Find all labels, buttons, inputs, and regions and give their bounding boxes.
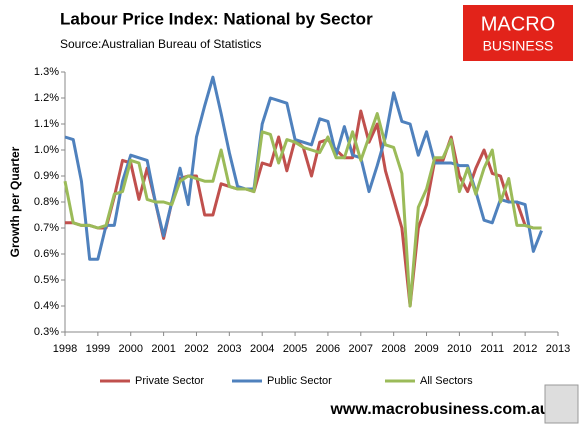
x-tick-label: 2006 <box>316 343 340 355</box>
x-tick-label: 2007 <box>349 343 373 355</box>
y-tick-label: 0.5% <box>34 274 59 286</box>
y-tick-label: 0.3% <box>34 326 59 338</box>
x-tick-label: 2002 <box>184 343 208 355</box>
x-tick-label: 2004 <box>250 343 274 355</box>
x-tick-label: 2008 <box>381 343 405 355</box>
footer: www.macrobusiness.com.au <box>329 401 549 418</box>
x-tick-label: 1999 <box>86 343 110 355</box>
series-line <box>64 75 543 261</box>
y-tick-label: 0.4% <box>34 300 59 312</box>
y-tick-label: 0.7% <box>34 222 59 234</box>
chart-subtitle: Source:Australian Bureau of Statistics <box>60 37 261 51</box>
x-tick-label: 2013 <box>546 343 570 355</box>
x-tick-label: 2012 <box>513 343 537 355</box>
y-tick-label: 0.6% <box>34 248 59 260</box>
x-tick-label: 2010 <box>447 343 471 355</box>
x-tick-label: 1998 <box>53 343 77 355</box>
y-tick-label: 0.8% <box>34 196 59 208</box>
x-tick-label: 2011 <box>480 343 504 355</box>
y-tick-label: 1.2% <box>34 92 59 104</box>
x-tick-label: 2001 <box>151 343 175 355</box>
y-tick-label: 0.9% <box>34 170 59 182</box>
x-tick-label: 2003 <box>217 343 241 355</box>
brand-text: MACRO <box>481 13 555 35</box>
brand-logo <box>463 5 573 61</box>
legend-label: All Sectors <box>420 375 473 387</box>
legend-label: Private Sector <box>135 375 204 387</box>
chart-title: Labour Price Index: National by Sector <box>60 9 373 28</box>
wolf-icon <box>544 384 579 424</box>
legend-label: Public Sector <box>267 375 332 387</box>
brand-text: BUSINESS <box>483 38 554 54</box>
y-tick-label: 1.3% <box>34 66 59 78</box>
y-axis-label: Growth per Quarter <box>8 146 22 257</box>
series-line <box>65 109 542 308</box>
x-tick-label: 2005 <box>283 343 307 355</box>
x-tick-label: 2000 <box>118 343 142 355</box>
y-tick-label: 1.0% <box>34 144 59 156</box>
series-line <box>63 112 542 308</box>
y-tick-label: 1.1% <box>34 118 59 130</box>
x-tick-label: 2009 <box>414 343 438 355</box>
